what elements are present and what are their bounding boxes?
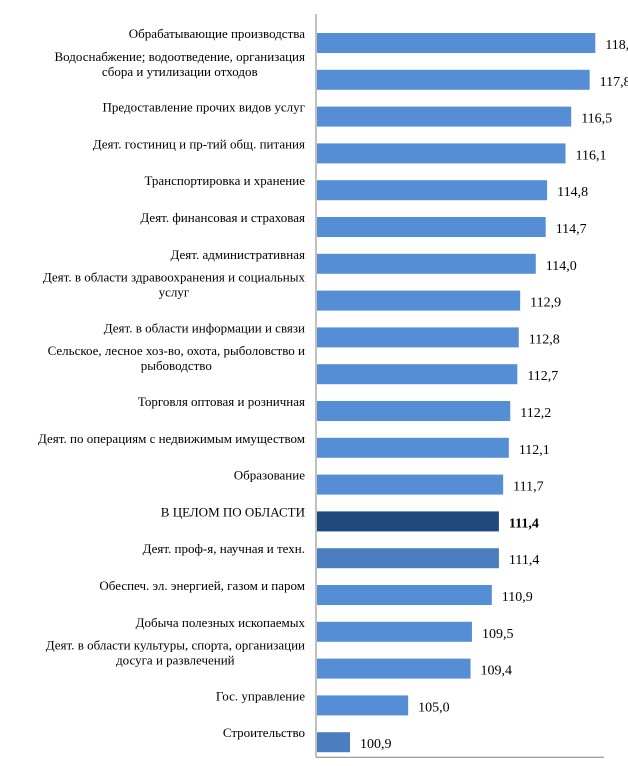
value-label: 100,9	[360, 737, 392, 752]
value-label: 117,8	[600, 75, 628, 90]
bar	[317, 180, 548, 201]
category-label: Деят. гостиниц и пр-тий общ. питания	[93, 136, 305, 151]
category-label: Обрабатывающие производства	[129, 26, 305, 41]
value-label: 118,2	[605, 38, 628, 53]
value-label: 116,5	[581, 112, 612, 127]
bar	[317, 253, 536, 274]
value-label: 112,8	[529, 332, 560, 347]
bar	[317, 474, 504, 495]
category-label: Деят. проф-я, научная и техн.	[143, 541, 305, 556]
bars-layer	[317, 33, 596, 753]
category-label: Образование	[234, 468, 305, 483]
category-labels: Обрабатывающие производства Водоснабжение…	[38, 26, 305, 740]
value-label: 105,0	[418, 700, 450, 715]
category-label: Деят. административная	[171, 247, 306, 262]
value-label: 112,7	[527, 369, 558, 384]
category-label: Предоставление прочих видов услуг	[102, 100, 305, 115]
bar	[317, 585, 492, 605]
bar	[317, 106, 572, 127]
value-label: 111,7	[513, 480, 543, 495]
category-label: Деят. в области культуры, спорта, органи…	[46, 638, 305, 668]
bar	[317, 217, 546, 237]
category-label: Строительство	[223, 725, 305, 740]
value-labels: 118,2 117,8 116,5 116,1 114,8 114,7 114,0 112,9…	[360, 38, 628, 752]
value-label: 114,8	[557, 185, 588, 200]
bar	[317, 364, 518, 385]
category-label: Обеспеч. эл. энергией, газом и паром	[99, 578, 305, 593]
bar	[317, 401, 511, 421]
category-label: Гос. управление	[216, 688, 305, 703]
value-label: 112,2	[520, 406, 551, 421]
bar	[317, 143, 566, 164]
axes	[315, 14, 604, 758]
value-label: 111,4	[509, 516, 539, 531]
bar	[317, 548, 499, 569]
category-label: Сельское, лесное хоз-во, охота, рыболовс…	[48, 343, 305, 373]
category-label: В ЦЕЛОМ ПО ОБЛАСТИ	[161, 504, 305, 519]
category-label: Торговля оптовая и розничная	[138, 394, 305, 409]
value-label: 109,4	[481, 664, 512, 679]
bar	[317, 658, 471, 679]
category-label: Транспортировка и хранение	[144, 173, 305, 188]
value-label: 112,1	[519, 443, 550, 458]
value-label: 111,4	[509, 553, 539, 568]
value-label: 116,1	[576, 148, 607, 163]
category-label: Деят. в области информации и связи	[104, 320, 305, 335]
bar	[317, 290, 521, 311]
bar	[317, 732, 351, 753]
bar	[317, 621, 472, 642]
bar	[317, 69, 590, 90]
bar	[317, 33, 596, 53]
bar	[317, 327, 519, 348]
bar	[317, 437, 509, 458]
value-label: 112,9	[530, 296, 561, 311]
bar	[317, 511, 499, 532]
value-label: 114,0	[546, 259, 577, 274]
value-label: 110,9	[502, 590, 533, 605]
category-label: Деят. финансовая и страховая	[140, 210, 305, 225]
category-label: Деят. по операциям с недвижимым имуществ…	[38, 431, 305, 446]
bar	[317, 695, 409, 716]
category-label: Деят. в области здравоохранения и социал…	[43, 270, 306, 300]
value-label: 114,7	[556, 222, 587, 237]
category-label: Добыча полезных ископаемых	[136, 615, 306, 630]
value-label: 109,5	[482, 627, 513, 642]
category-label: Водоснабжение; водоотведение, организаци…	[55, 49, 306, 79]
